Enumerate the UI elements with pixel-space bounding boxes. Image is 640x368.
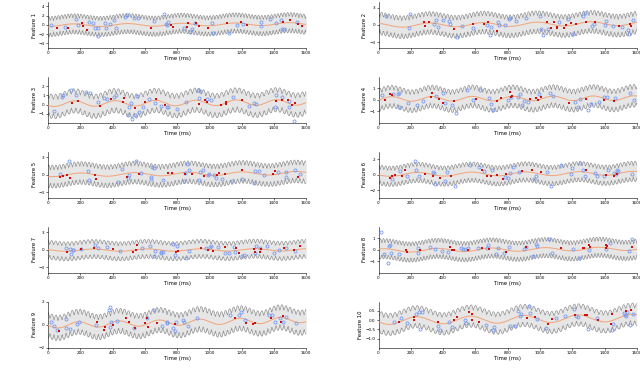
X-axis label: Time (ms): Time (ms) (164, 356, 191, 361)
Y-axis label: Feature 1: Feature 1 (31, 13, 36, 38)
X-axis label: Time (ms): Time (ms) (494, 131, 521, 136)
Y-axis label: Feature 2: Feature 2 (362, 13, 367, 38)
Y-axis label: Feature 7: Feature 7 (31, 237, 36, 262)
X-axis label: Time (ms): Time (ms) (494, 206, 521, 211)
Y-axis label: Feature 4: Feature 4 (362, 87, 367, 113)
X-axis label: Time (ms): Time (ms) (164, 206, 191, 211)
Y-axis label: Feature 9: Feature 9 (31, 312, 36, 337)
X-axis label: Time (ms): Time (ms) (494, 356, 521, 361)
X-axis label: Time (ms): Time (ms) (164, 281, 191, 286)
X-axis label: Time (ms): Time (ms) (494, 56, 521, 61)
X-axis label: Time (ms): Time (ms) (164, 56, 191, 61)
X-axis label: Time (ms): Time (ms) (494, 281, 521, 286)
X-axis label: Time (ms): Time (ms) (164, 131, 191, 136)
Y-axis label: Feature 8: Feature 8 (362, 237, 367, 262)
Y-axis label: Feature 3: Feature 3 (32, 87, 36, 112)
Y-axis label: Feature 6: Feature 6 (362, 162, 367, 187)
Y-axis label: Feature 10: Feature 10 (358, 310, 364, 339)
Y-axis label: Feature 5: Feature 5 (31, 162, 36, 187)
